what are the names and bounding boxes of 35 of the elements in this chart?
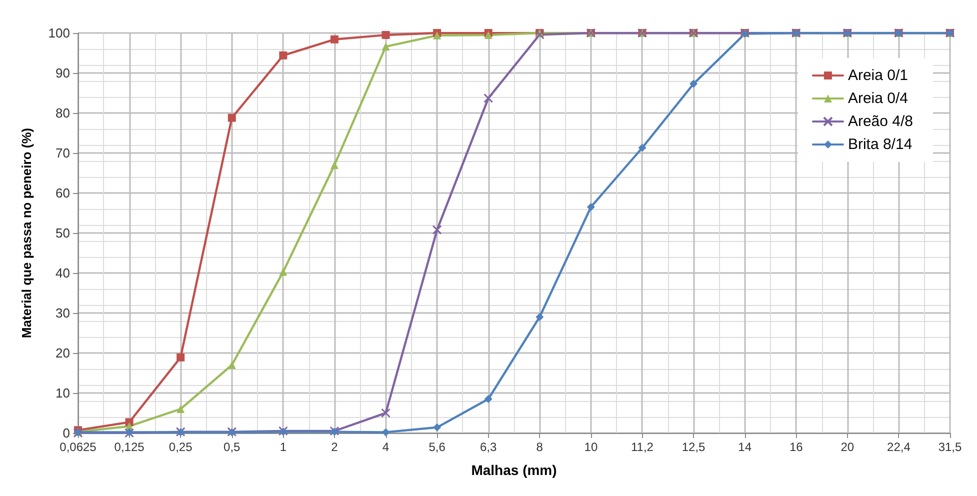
y-tick-label: 60	[56, 186, 70, 200]
x-tick-label: 10	[584, 440, 598, 454]
x-axis-title: Malhas (mm)	[471, 462, 557, 478]
y-tick-label: 70	[56, 146, 70, 160]
x-tick-label: 4	[382, 440, 390, 454]
y-axis-title: Material que passa no peneiro (%)	[19, 128, 34, 338]
x-tick-label: 1	[280, 440, 287, 454]
x-tick-label: 22,4	[887, 440, 911, 454]
x-tick-label: 0,5	[224, 440, 241, 454]
legend-label: Areão 4/8	[848, 113, 913, 130]
x-tick-label: 11,2	[631, 440, 654, 454]
legend-label: Brita 8/14	[848, 136, 912, 153]
x-tick-label: 2	[331, 440, 338, 454]
x-tick-label: 31,5	[938, 440, 962, 454]
x-tick-label: 0,25	[168, 440, 193, 454]
y-tick-label: 80	[56, 106, 70, 120]
x-tick-label: 6,3	[480, 440, 498, 454]
y-tick-label: 50	[56, 226, 70, 240]
y-tick-label: 40	[56, 266, 70, 280]
y-tick-label: 30	[56, 306, 70, 320]
y-tick-label: 0	[62, 426, 70, 440]
x-tick-label: 5,6	[428, 440, 446, 454]
x-tick-label: 0,125	[114, 440, 145, 454]
x-tick-label: 16	[789, 440, 804, 454]
x-tick-label: 0,0625	[60, 440, 97, 454]
x-tick-label: 20	[840, 440, 854, 454]
y-tick-label: 100	[48, 26, 70, 40]
y-tick-label: 10	[56, 386, 70, 400]
x-tick-label: 12,5	[682, 440, 706, 454]
y-tick-label: 20	[56, 346, 70, 360]
legend-label: Areia 0/1	[848, 67, 908, 84]
x-tick-label: 8	[536, 440, 544, 454]
y-tick-label: 90	[56, 66, 70, 80]
x-tick-label: 14	[738, 440, 752, 454]
legend-label: Areia 0/4	[848, 90, 908, 107]
